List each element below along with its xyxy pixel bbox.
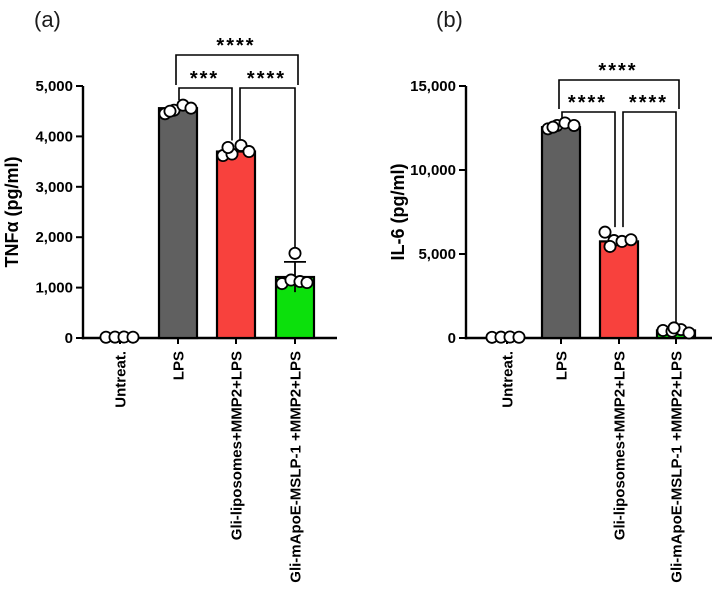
a-significance-bracket: [178, 87, 233, 141]
b-significance-label: ****: [629, 92, 668, 114]
a-significance-label: ****: [216, 35, 255, 57]
a-significance-label: ****: [247, 68, 286, 90]
b-data-point-gli-mapoe-mslp-1-mmp2-lps: [682, 326, 696, 340]
b-data-point-gli-liposomes-mmp2-lps: [603, 239, 617, 253]
a-x-label-gli-mapoe-mslp-1-mmp2-lps: Gli-mApoE-MSLP-1 +MMP2+LPS: [288, 351, 305, 583]
a-data-point-gli-mapoe-mslp-1-mmp2-lps: [288, 246, 302, 260]
a-data-point-lps: [163, 104, 177, 118]
a-bar-lps: [157, 107, 199, 340]
b-significance-bracket: [622, 111, 677, 323]
b-x-label-gli-liposomes-mmp2-lps: Gli-liposomes+MMP2+LPS: [612, 351, 629, 540]
a-y-tick-label: 5,000: [35, 78, 73, 95]
a-y-tick-label: 1,000: [35, 280, 73, 297]
b-data-point-gli-liposomes-mmp2-lps: [598, 225, 612, 239]
a-y-tick-label: 3,000: [35, 179, 73, 196]
a-significance-bracket: [175, 54, 299, 85]
a-data-point-gli-mapoe-mslp-1-mmp2-lps: [300, 276, 314, 290]
a-significance-label: ***: [190, 68, 219, 90]
a-y-tick-label: 4,000: [35, 128, 73, 145]
a-data-point-untreat: [126, 330, 140, 344]
a-significance-bracket: [239, 87, 296, 249]
a-x-label-untreat: Untreat.: [113, 351, 130, 408]
b-y-tick-label: 15,000: [410, 78, 456, 95]
b-significance-bracket: [561, 111, 616, 228]
b-data-point-gli-liposomes-mmp2-lps: [624, 233, 638, 247]
b-bar-gli-liposomes-mmp2-lps: [598, 240, 640, 340]
b-data-point-lps: [546, 120, 560, 134]
b-data-point-untreat: [512, 330, 526, 344]
b-y-axis-title: IL-6 (pg/ml): [388, 164, 408, 261]
a-x-label-lps: LPS: [171, 351, 188, 380]
a-panel-label: (a): [34, 7, 61, 32]
b-data-point-gli-mapoe-mslp-1-mmp2-lps: [667, 321, 681, 335]
b-significance-label: ****: [568, 92, 607, 114]
a-x-label-gli-liposomes-mmp2-lps: Gli-liposomes+MMP2+LPS: [229, 351, 246, 540]
a-y-tick-label: 0: [65, 330, 73, 347]
b-x-label-lps: LPS: [554, 351, 571, 380]
b-y-tick-label: 5,000: [418, 246, 456, 263]
b-y-tick-label: 10,000: [410, 162, 456, 179]
b-data-point-lps: [567, 118, 581, 132]
b-significance-bracket: [558, 79, 680, 109]
a-y-tick-label: 2,000: [35, 229, 73, 246]
b-x-label-untreat: Untreat.: [500, 351, 517, 408]
b-panel-label: (b): [436, 7, 463, 32]
b-significance-label: ****: [598, 60, 637, 82]
a-data-point-gli-liposomes-mmp2-lps: [221, 140, 235, 154]
a-bar-gli-liposomes-mmp2-lps: [215, 150, 257, 340]
a-data-point-gli-liposomes-mmp2-lps: [242, 145, 256, 159]
a-y-axis-title: TNFα (pg/ml): [2, 156, 22, 267]
b-y-tick-label: 0: [448, 330, 456, 347]
b-bar-lps: [540, 126, 582, 340]
a-data-point-lps: [184, 101, 198, 115]
b-x-label-gli-mapoe-mslp-1-mmp2-lps: Gli-mApoE-MSLP-1 +MMP2+LPS: [669, 351, 686, 583]
